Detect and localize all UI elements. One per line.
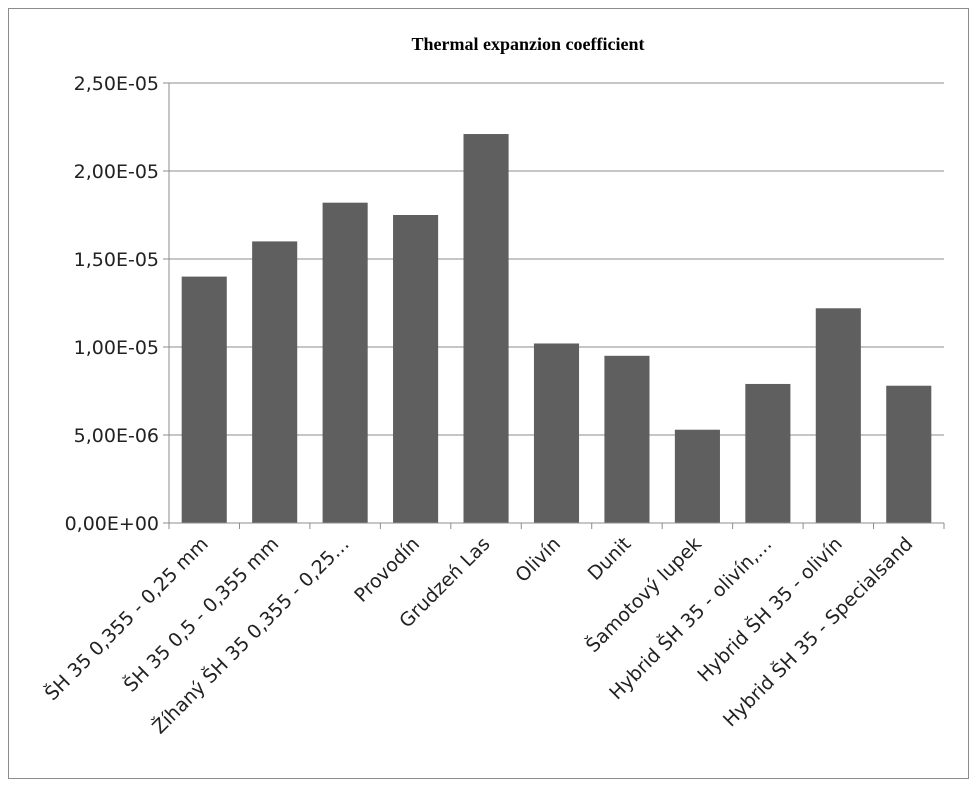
- bar: [322, 202, 368, 523]
- axes: [168, 83, 944, 524]
- bar: [745, 383, 791, 523]
- y-tick-label: 1,50E-05: [74, 249, 159, 271]
- chart-title: Thermal expanzion coefficient: [412, 34, 645, 54]
- y-tick-label: 2,00E-05: [74, 161, 159, 183]
- x-tick-label: Provodín: [350, 533, 424, 607]
- bar: [181, 276, 227, 523]
- bar: [886, 385, 932, 523]
- bar: [674, 429, 720, 523]
- bar: [815, 308, 861, 523]
- bar: [604, 355, 650, 523]
- y-tick-label: 0,00E+00: [65, 513, 159, 535]
- x-tick-label: Dunit: [584, 533, 636, 585]
- bar: [252, 241, 298, 523]
- bars: [181, 134, 932, 524]
- y-tick-label: 2,50E-05: [74, 73, 159, 95]
- bar: [393, 215, 439, 523]
- bar: [533, 343, 580, 523]
- y-tick-label: 1,00E-05: [74, 337, 159, 359]
- y-tick-label: 5,00E-06: [74, 425, 159, 447]
- x-tick-label: Olivín: [511, 533, 565, 587]
- y-axis-ticks: 0,00E+00 5,00E-06 1,00E-05 1,50E-05 2,00E-05…: [65, 73, 169, 535]
- x-tick-label: Šamotový lupek: [580, 532, 706, 658]
- bar: [463, 134, 509, 524]
